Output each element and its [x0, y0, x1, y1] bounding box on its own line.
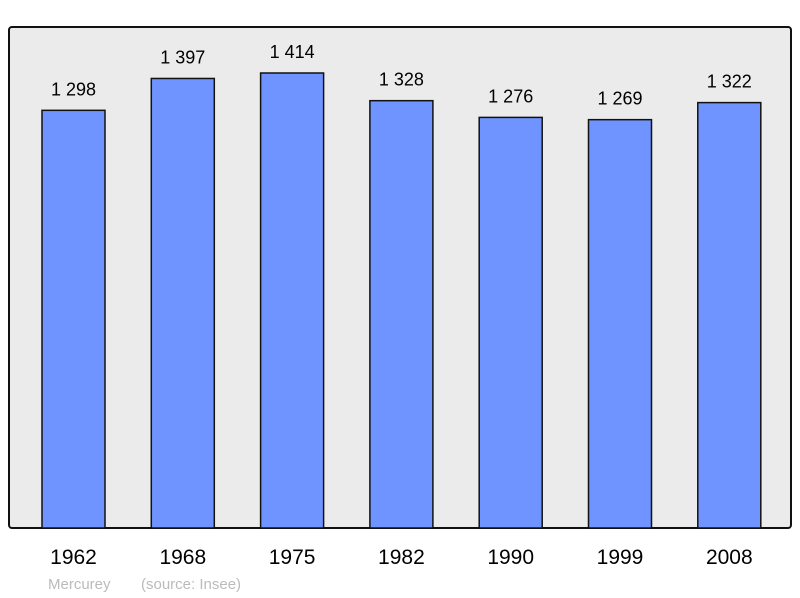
x-tick-label: 1990 — [487, 546, 534, 569]
x-tick-label: 1975 — [269, 546, 316, 569]
bar-1990 — [478, 116, 543, 529]
bar-1999 — [587, 118, 653, 529]
footer-place: Mercurey — [48, 576, 111, 593]
bar-1982 — [369, 99, 434, 529]
data-label-1990: 1 276 — [488, 86, 533, 106]
bar-1968 — [150, 77, 216, 529]
bar-2008 — [697, 101, 762, 529]
x-tick-label: 2008 — [706, 546, 753, 569]
data-label-2008: 1 322 — [707, 72, 752, 92]
x-tick-label: 1968 — [159, 546, 206, 569]
bar-1962 — [41, 109, 106, 529]
data-label-1975: 1 414 — [270, 42, 315, 62]
x-tick-label: 1982 — [378, 546, 425, 569]
data-label-1999: 1 269 — [597, 89, 642, 109]
x-tick-label: 1962 — [50, 546, 97, 569]
data-label-1968: 1 397 — [160, 47, 205, 67]
data-label-1962: 1 298 — [51, 79, 96, 99]
bar-1975 — [259, 72, 325, 529]
data-label-1982: 1 328 — [379, 70, 424, 90]
x-tick-label: 1999 — [597, 546, 644, 569]
footer-source: (source: Insee) — [141, 576, 241, 593]
